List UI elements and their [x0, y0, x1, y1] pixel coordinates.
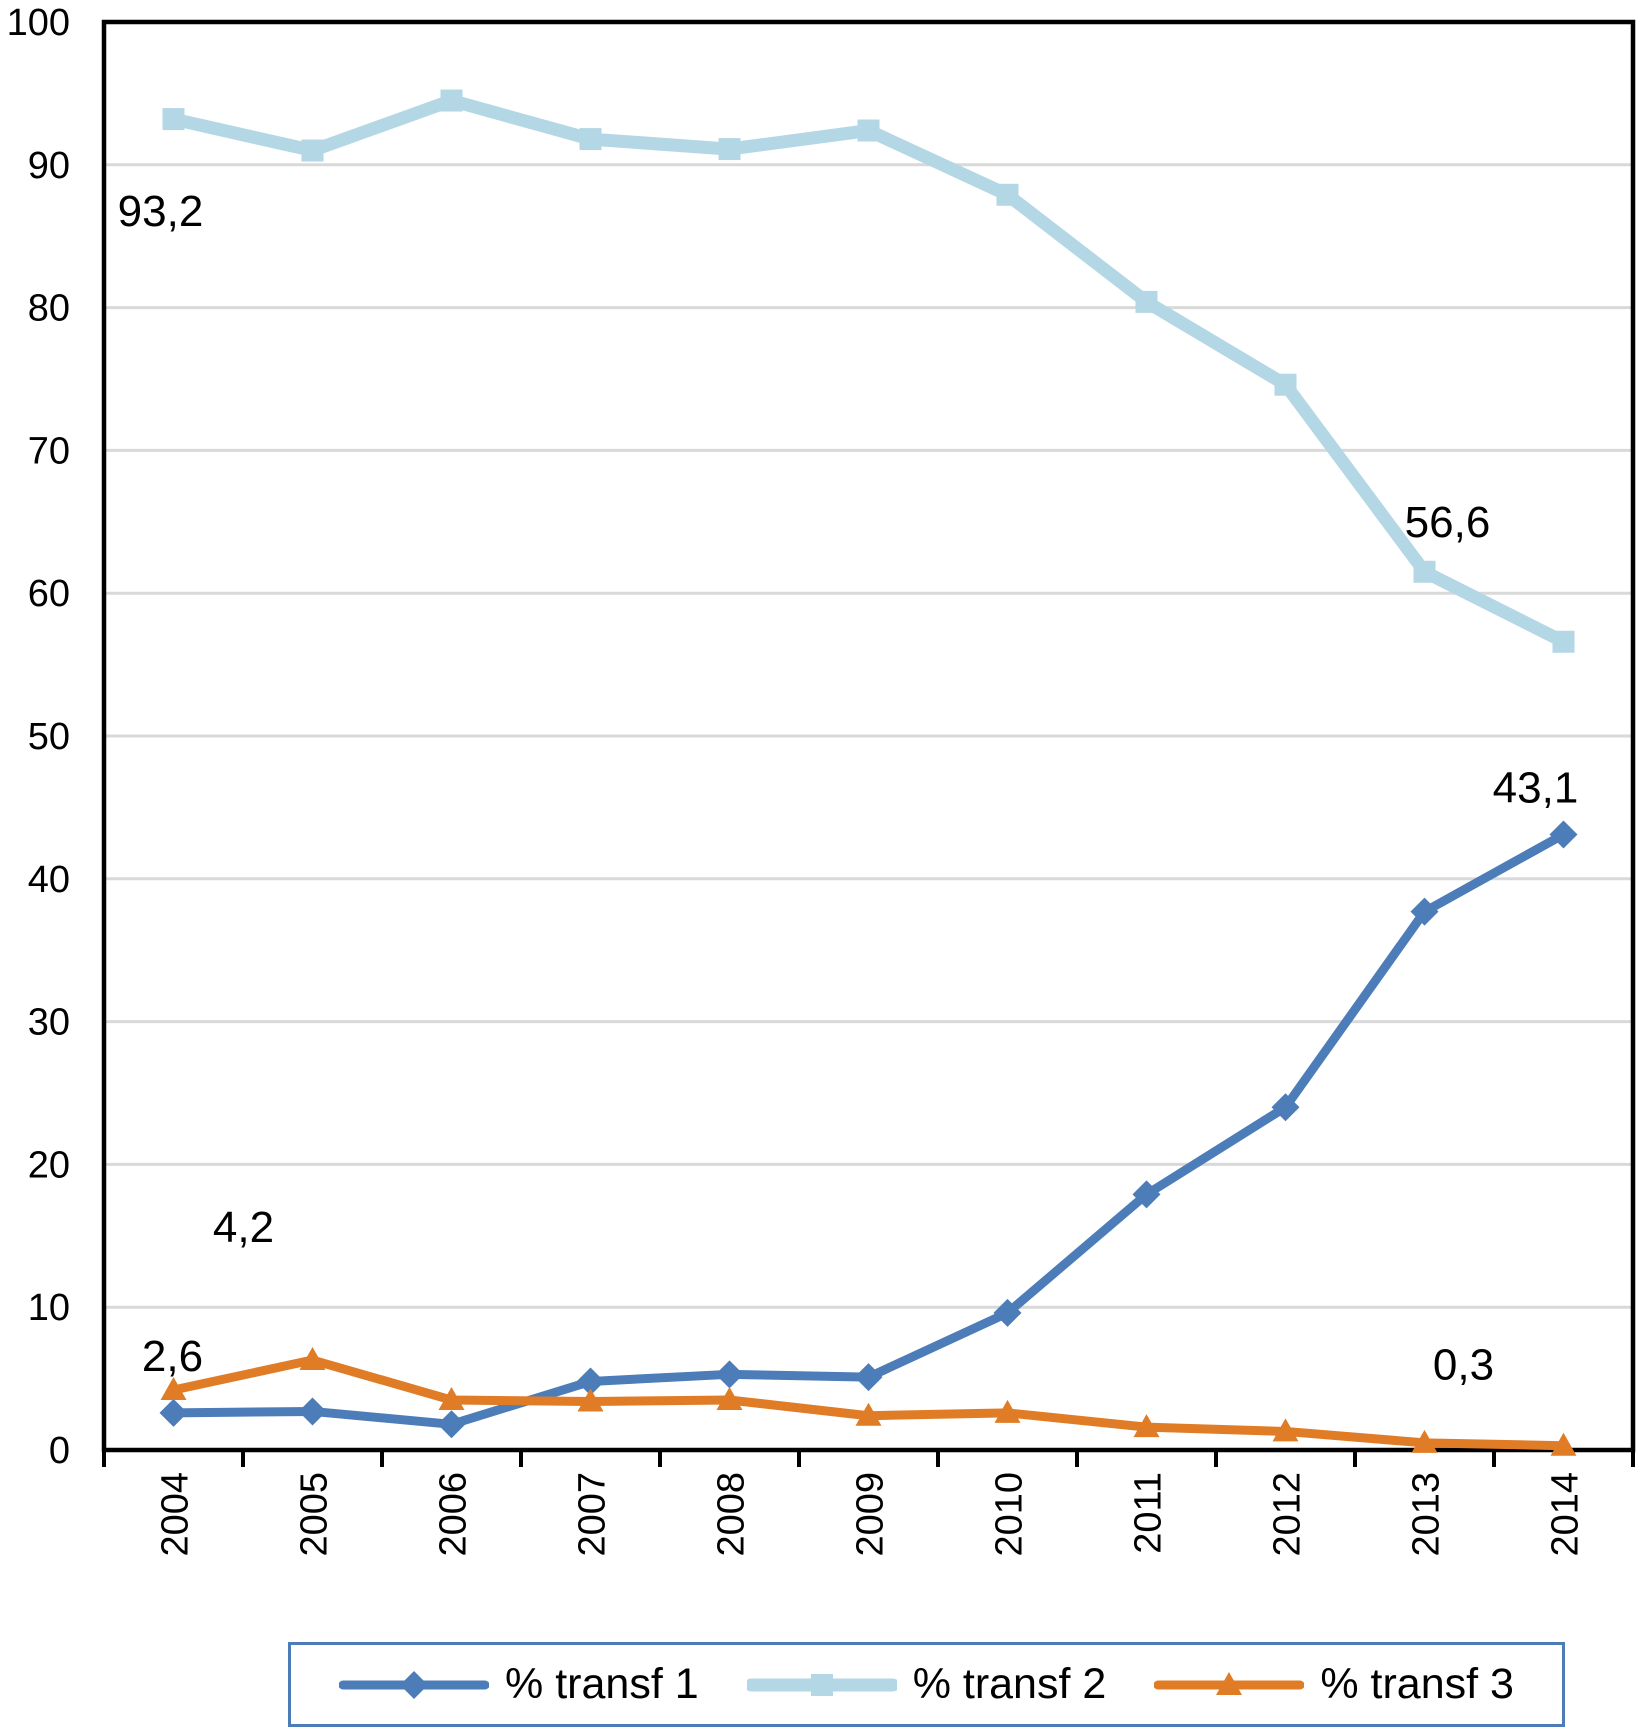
marker-diamond-transf-1 — [159, 1398, 188, 1427]
y-axis-tick-label: 100 — [7, 2, 70, 44]
x-axis-tick-label: 2006 — [433, 1472, 475, 1557]
y-axis-tick-label: 40 — [28, 859, 70, 901]
y-axis-tick-label: 50 — [28, 716, 70, 758]
marker-triangle-transf-3 — [160, 1377, 187, 1401]
marker-triangle-transf-3 — [1133, 1414, 1160, 1438]
marker-diamond-transf-1 — [1410, 897, 1439, 926]
series-line-transf-1 — [169, 830, 1568, 1429]
marker-triangle-transf-3 — [1411, 1429, 1438, 1453]
marker-diamond-transf-1 — [1549, 820, 1578, 849]
data-label: 0,3 — [1433, 1341, 1494, 1390]
marker-square-transf-2 — [718, 138, 741, 161]
data-label: 43,1 — [1493, 764, 1579, 813]
marker-triangle-transf-3 — [855, 1402, 882, 1426]
data-label: 2,6 — [142, 1332, 203, 1381]
marker-triangle-transf-3 — [299, 1347, 326, 1371]
marker-square-transf-2 — [1413, 560, 1436, 583]
legend-marker-square-icon — [746, 1673, 897, 1696]
marker-diamond-transf-1 — [576, 1367, 605, 1396]
marker-square-transf-2 — [1552, 630, 1575, 653]
x-axis-tick-label: 2011 — [1128, 1472, 1170, 1554]
y-axis-tick-label: 80 — [28, 288, 70, 330]
data-label: 4,2 — [213, 1203, 274, 1252]
x-axis-tick-label: 2014 — [1545, 1472, 1587, 1557]
legend-item-transf-3: % transf 3 — [1154, 1663, 1514, 1706]
marker-square-transf-2 — [1135, 290, 1158, 313]
y-axis-tick-label: 20 — [28, 1144, 70, 1186]
legend: % transf 1 % transf 2 % transf 3 — [288, 1642, 1565, 1727]
plot-border — [101, 19, 1636, 1453]
x-axis-tick-label: 2007 — [572, 1472, 614, 1557]
legend-marker-triangle-icon — [1154, 1671, 1305, 1695]
marker-diamond-transf-1 — [1132, 1180, 1161, 1209]
legend-item-transf-2: % transf 2 — [746, 1660, 1107, 1708]
marker-square-transf-2 — [579, 128, 602, 151]
y-axis-tick-label: 10 — [28, 1287, 70, 1329]
marker-diamond-transf-1 — [854, 1363, 883, 1392]
x-axis-tick-label: 2004 — [155, 1472, 197, 1557]
marker-triangle-transf-3 — [994, 1399, 1021, 1423]
marker-square-transf-2 — [857, 119, 880, 142]
marker-square-transf-2 — [162, 108, 185, 131]
marker-square-transf-2 — [301, 139, 324, 162]
marker-triangle-transf-3 — [1272, 1418, 1299, 1442]
x-axis-tick-label: 2010 — [989, 1472, 1031, 1557]
legend-label: % transf 3 — [1320, 1660, 1514, 1708]
marker-diamond-transf-1 — [993, 1298, 1022, 1327]
y-axis-tick-label: 90 — [28, 145, 70, 187]
marker-triangle-transf-3 — [438, 1387, 465, 1411]
y-axis-tick-label: 0 — [49, 1430, 70, 1472]
marker-square-transf-2 — [1274, 373, 1297, 396]
series-line-transf-2 — [167, 94, 1570, 649]
marker-triangle-transf-3 — [1550, 1432, 1577, 1456]
y-axis-tick-label: 30 — [28, 1002, 70, 1044]
marker-square-transf-2 — [440, 89, 463, 112]
x-axis-tick-label: 2013 — [1406, 1472, 1448, 1557]
marker-diamond-transf-1 — [437, 1410, 466, 1439]
legend-item-transf-1: % transf 1 — [339, 1663, 699, 1706]
y-axis-tick-label: 60 — [28, 573, 70, 615]
legend-label: % transf 2 — [912, 1660, 1107, 1708]
y-axis-tick-label: 70 — [28, 430, 70, 472]
marker-diamond-transf-1 — [298, 1397, 327, 1426]
marker-square-transf-2 — [996, 183, 1019, 206]
marker-triangle-transf-3 — [716, 1387, 743, 1411]
marker-diamond-transf-1 — [715, 1360, 744, 1389]
legend-marker-diamond-icon — [339, 1670, 490, 1699]
x-axis-tick-label: 2005 — [294, 1472, 336, 1557]
data-label: 56,6 — [1405, 498, 1491, 547]
data-label: 93,2 — [118, 187, 204, 236]
x-axis-tick-label: 2012 — [1267, 1472, 1309, 1557]
x-axis-tick-label: 2008 — [711, 1472, 753, 1557]
marker-triangle-transf-3 — [577, 1388, 604, 1412]
x-axis-tick-label: 2009 — [850, 1472, 892, 1557]
legend-label: % transf 1 — [505, 1660, 699, 1708]
marker-diamond-transf-1 — [1271, 1093, 1300, 1122]
